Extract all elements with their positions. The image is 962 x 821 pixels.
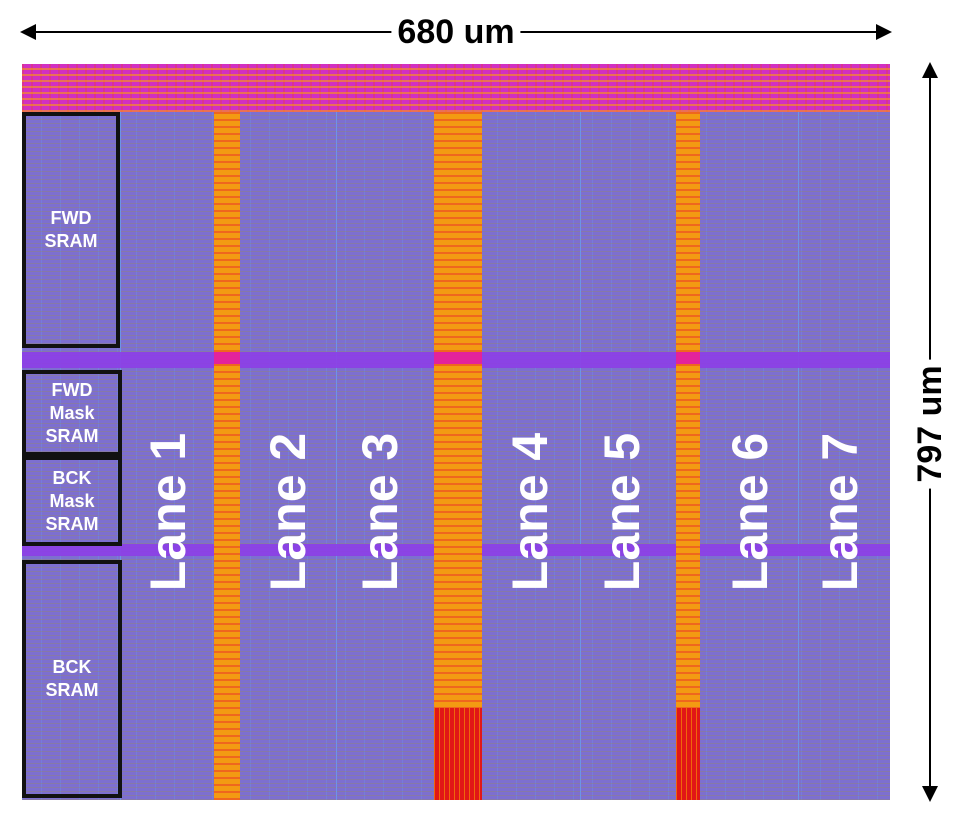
column-separator xyxy=(336,112,337,800)
column-separator xyxy=(580,112,581,800)
lane-5-label: Lane 5 xyxy=(594,432,650,592)
chip-die-layout: FWD SRAM FWD Mask SRAM BCK Mask SRAM BCK… xyxy=(22,64,890,800)
bus-hotspot xyxy=(676,708,700,800)
fwd-mask-sram-label: FWD Mask SRAM xyxy=(45,379,99,446)
lane-1-label: Lane 1 xyxy=(140,432,196,592)
column-separator xyxy=(798,112,799,800)
bus-band xyxy=(214,352,240,364)
lane-6-label: Lane 6 xyxy=(722,432,778,592)
bck-sram-label: BCK SRAM xyxy=(45,657,99,700)
bck-mask-sram-block: BCK Mask SRAM xyxy=(22,456,122,546)
right-arrow-icon xyxy=(876,24,892,40)
vertical-routing-bus xyxy=(676,112,700,800)
lane-4-label: Lane 4 xyxy=(502,432,558,592)
lane-2-label: Lane 2 xyxy=(260,432,316,592)
down-arrow-icon xyxy=(922,786,938,802)
vertical-routing-bus xyxy=(214,112,240,800)
lane-7-label: Lane 7 xyxy=(812,432,868,592)
lane-3-label: Lane 3 xyxy=(352,432,408,592)
height-label: 797 um xyxy=(910,359,950,489)
bus-band xyxy=(434,352,482,364)
width-dimension: 680 um xyxy=(20,14,892,50)
bus-band xyxy=(676,352,700,364)
up-arrow-icon xyxy=(922,62,938,78)
bus-hotspot xyxy=(434,708,482,800)
width-label: 680 um xyxy=(391,14,521,50)
fwd-sram-block: FWD SRAM xyxy=(22,112,120,348)
bck-sram-block: BCK SRAM xyxy=(22,560,122,798)
bck-mask-sram-label: BCK Mask SRAM xyxy=(45,467,99,534)
left-arrow-icon xyxy=(20,24,36,40)
top-routing-bus xyxy=(22,64,890,112)
height-dimension: 797 um xyxy=(910,62,950,802)
fwd-mask-sram-block: FWD Mask SRAM xyxy=(22,370,122,456)
fwd-sram-label: FWD SRAM xyxy=(44,208,98,251)
vertical-routing-bus xyxy=(434,112,482,800)
